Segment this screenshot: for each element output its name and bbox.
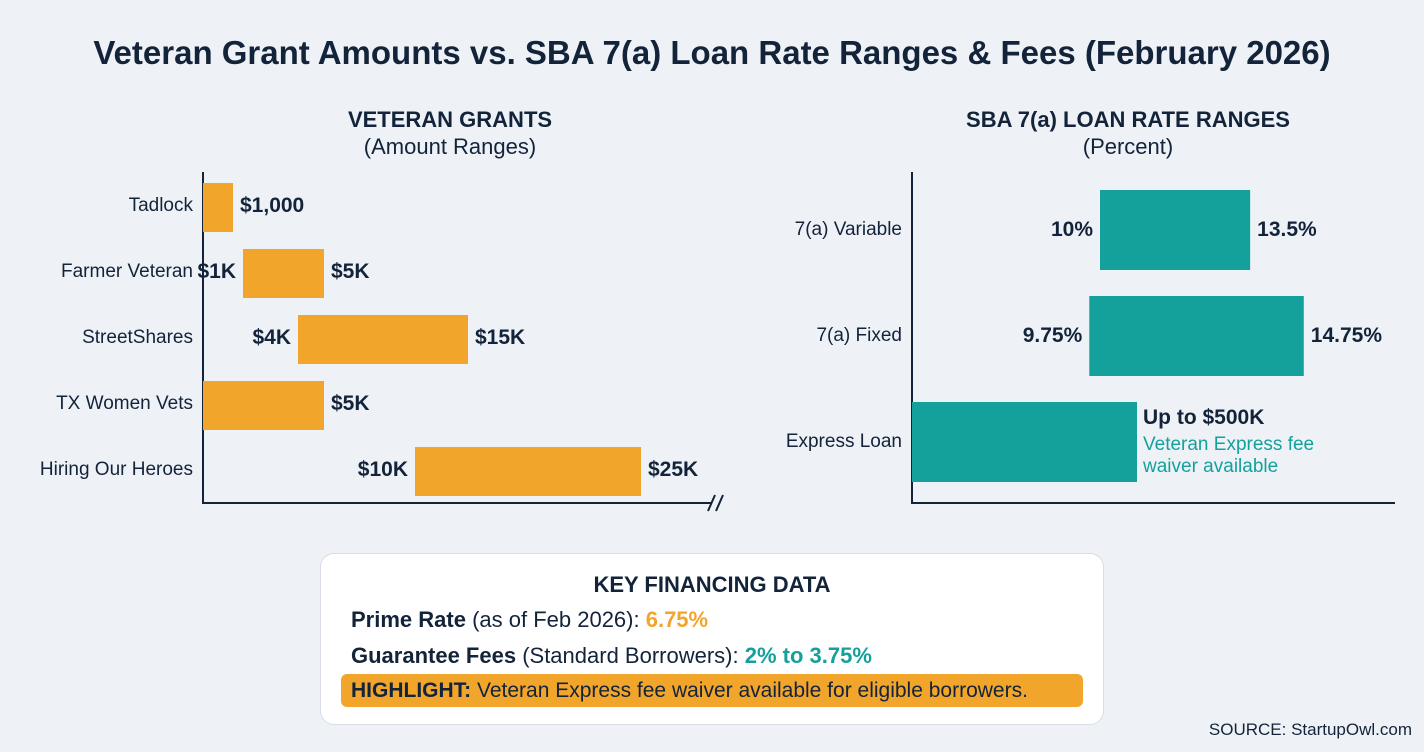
grants-subtitle: (Amount Ranges) (363, 134, 537, 159)
fees-value: 2% to 3.75% (744, 643, 872, 668)
loans-axis (911, 172, 1395, 504)
grant-max-label: $25K (648, 458, 699, 481)
prime-label: Prime Rate (351, 607, 466, 632)
loan-min-label: 9.75% (1022, 324, 1083, 347)
highlight-text: Veteran Express fee waiver available for… (471, 679, 1028, 702)
highlight-banner: HIGHLIGHT: Veteran Express fee waiver av… (341, 674, 1083, 707)
grant-category-label: Farmer Veteran (61, 261, 193, 282)
loan-bar (1089, 296, 1304, 376)
loans-panel-title: SBA 7(a) LOAN RATE RANGES (Percent) (878, 106, 1378, 160)
prime-value: 6.75% (645, 607, 709, 632)
grant-max-label: $15K (475, 326, 526, 349)
grant-category-label: Tadlock (128, 195, 193, 216)
grants-axis (202, 172, 712, 504)
fees-label: Guarantee Fees (351, 643, 517, 668)
loan-category-label: 7(a) Variable (794, 219, 902, 240)
loans-subtitle: (Percent) (1082, 134, 1174, 159)
grant-bar (203, 381, 324, 430)
loan-min-label: 10% (1050, 218, 1093, 241)
loan-bar (1100, 190, 1251, 270)
loan-max-label: 14.75% (1310, 324, 1382, 347)
grant-max-label: $5K (331, 260, 370, 283)
grant-min-label: $4K (252, 326, 291, 349)
grant-category-label: TX Women Vets (56, 393, 193, 414)
loan-bar-express (912, 402, 1137, 482)
grant-min-label: $10K (357, 458, 408, 481)
loan-max-label: 13.5% (1257, 218, 1317, 241)
loan-category-label: Express Loan (785, 431, 902, 452)
fees-note: (Standard Borrowers): (516, 643, 745, 668)
grant-bar (298, 315, 468, 364)
grant-bar (203, 183, 233, 232)
highlight-label: HIGHLIGHT: (351, 679, 472, 702)
grant-bar (415, 447, 641, 496)
box-title: KEY FINANCING DATA (593, 572, 831, 597)
grant-category-label: StreetShares (82, 327, 193, 348)
key-financing-box: KEY FINANCING DATA Prime Rate (as of Feb… (320, 553, 1104, 725)
source-note: SOURCE: StartupOwl.com (1208, 720, 1412, 739)
loan-category-label: 7(a) Fixed (816, 325, 902, 346)
page-title: Veteran Grant Amounts vs. SBA 7(a) Loan … (93, 34, 1331, 71)
grant-min-label: $1K (197, 260, 236, 283)
grants-title: VETERAN GRANTS (347, 107, 553, 132)
axis-break-icon (707, 494, 724, 512)
loan-express-label: Up to $500K (1143, 406, 1265, 429)
grant-max-label: $1,000 (240, 194, 305, 217)
loan-annotation: Veteran Express fee waiver available (1143, 434, 1315, 477)
fees-line: Guarantee Fees (Standard Borrowers): 2% … (351, 643, 872, 669)
grant-category-label: Hiring Our Heroes (39, 459, 193, 480)
prime-note: (as of Feb 2026): (465, 607, 646, 632)
grants-panel-title: VETERAN GRANTS (Amount Ranges) (200, 106, 700, 160)
loans-title: SBA 7(a) LOAN RATE RANGES (966, 107, 1290, 132)
grant-bar (243, 249, 324, 298)
prime-rate-line: Prime Rate (as of Feb 2026): 6.75% (351, 607, 708, 633)
grant-max-label: $5K (331, 392, 370, 415)
